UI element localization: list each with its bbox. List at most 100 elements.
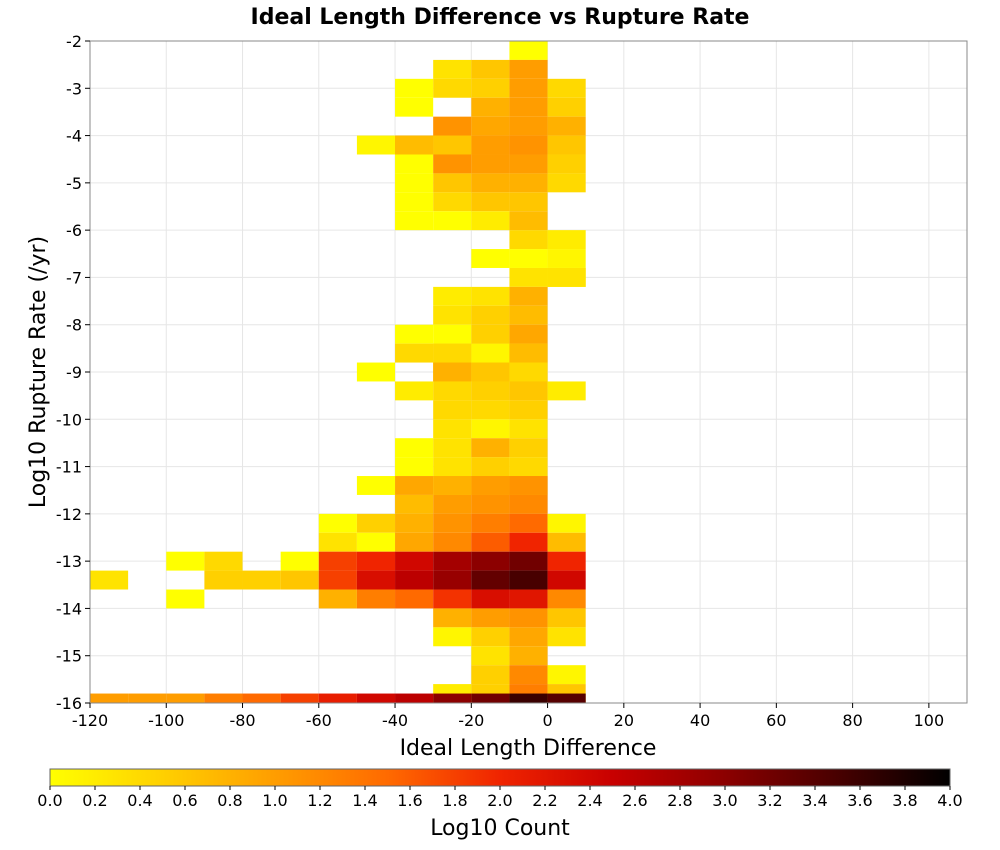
y-tick-label: -11 [56, 458, 82, 477]
y-tick-label: -16 [56, 694, 82, 713]
colorbar-tick-label: 3.0 [712, 791, 737, 810]
colorbar [49, 768, 951, 787]
x-axis-label: Ideal Length Difference [400, 736, 657, 761]
heatmap-cell [509, 693, 548, 703]
heatmap-cell [471, 513, 510, 533]
heatmap-cell [433, 608, 472, 628]
colorbar-tick-label: 3.2 [757, 791, 782, 810]
heatmap-cell [471, 551, 510, 571]
heatmap-cell [509, 457, 548, 477]
y-tick-label: -4 [66, 127, 82, 146]
heatmap-cell [471, 627, 510, 647]
heatmap-cell [356, 513, 396, 533]
heatmap-cell [280, 693, 319, 703]
y-tick-label: -10 [56, 410, 82, 429]
colorbar-tick-label: 0.2 [82, 791, 107, 810]
heatmap-cell [204, 570, 243, 590]
heatmap-cell [356, 476, 396, 495]
heatmap-cell [433, 532, 472, 552]
heatmap-cell [280, 551, 319, 571]
heatmap-cell [433, 400, 472, 420]
heatmap-cell [509, 570, 548, 590]
heatmap-cell [509, 97, 548, 117]
y-tick-label: -15 [56, 647, 82, 666]
heatmap-cell [509, 135, 548, 155]
heatmap-cell [395, 693, 434, 703]
heatmap-cell [509, 267, 548, 287]
y-tick-label: -9 [66, 363, 82, 382]
heatmap-cell [471, 116, 510, 136]
heatmap-cell [547, 116, 586, 136]
heatmap-cell [395, 570, 434, 590]
heatmap-cell [547, 551, 586, 571]
y-axis-label: Log10 Rupture Rate (/yr) [26, 236, 51, 508]
heatmap-cell [395, 494, 434, 514]
y-tick-label: -3 [66, 79, 82, 98]
heatmap-cell [395, 135, 434, 155]
heatmap-cell [471, 693, 510, 703]
heatmap-cell [242, 693, 281, 703]
colorbar-tick-label: 2.0 [487, 791, 512, 810]
heatmap-cell [395, 438, 434, 458]
heatmap-cell [509, 343, 548, 363]
heatmap-cell [509, 381, 548, 401]
x-tick-label: 40 [690, 711, 710, 730]
heatmap-cell [547, 249, 586, 268]
heatmap-cell [547, 693, 586, 703]
heatmap-cell [318, 551, 357, 571]
heatmap-cell [433, 494, 472, 514]
heatmap-cell [433, 78, 472, 98]
heatmap-cell [471, 400, 510, 420]
heatmap-cell [509, 627, 548, 647]
colorbar-tick-label: 0.4 [127, 791, 152, 810]
colorbar-tick-label: 0.6 [172, 791, 197, 810]
x-tick-label: 0 [542, 711, 552, 730]
y-tick-label: -13 [56, 552, 82, 571]
heatmap-cell [471, 438, 510, 458]
heatmap-cell [509, 211, 548, 231]
x-tick-label: 20 [614, 711, 634, 730]
y-tick-label: -8 [66, 316, 82, 335]
heatmap-cell [433, 457, 472, 477]
colorbar-tick-label: 1.4 [352, 791, 377, 810]
y-tick-label: -12 [56, 505, 82, 524]
heatmap-cell [433, 570, 472, 590]
x-tick-label: -40 [382, 711, 408, 730]
heatmap-cell [509, 400, 548, 420]
heatmap-cell [547, 627, 586, 647]
y-tick-label: -6 [66, 221, 82, 240]
heatmap-cell [395, 343, 434, 363]
heatmap-cell [547, 570, 586, 590]
heatmap-cell [509, 419, 548, 439]
heatmap-cell [471, 532, 510, 552]
x-tick-label: -120 [72, 711, 108, 730]
heatmap-cell [547, 267, 586, 287]
chart-title: Ideal Length Difference vs Rupture Rate [251, 5, 750, 30]
y-tick-label: -7 [66, 268, 82, 287]
heatmap-cell [509, 589, 548, 609]
heatmap-cell [318, 532, 357, 552]
heatmap-cell [433, 192, 472, 212]
heatmap-cell [547, 135, 586, 155]
heatmap-cell [509, 305, 548, 325]
heatmap-cell [471, 381, 510, 401]
heatmap-cell [509, 59, 548, 79]
heatmap-cell [356, 135, 396, 155]
heatmap-cell [433, 693, 472, 703]
heatmap-cell [471, 59, 510, 79]
heatmap-cell [547, 154, 586, 174]
colorbar-label: Log10 Count [430, 816, 570, 841]
heatmap-cell [395, 532, 434, 552]
heatmap-cell [166, 589, 205, 609]
x-tick-label: -60 [306, 711, 332, 730]
heatmap-cell [547, 78, 586, 98]
heatmap-cell [509, 286, 548, 306]
heatmap-cell [90, 693, 129, 703]
heatmap-cell [395, 457, 434, 477]
heatmap-cell [318, 570, 357, 590]
colorbar-tick-label: 2.4 [577, 791, 602, 810]
x-tick-label: -80 [229, 711, 255, 730]
heatmap-cell [433, 286, 472, 306]
x-tick-label: 60 [766, 711, 786, 730]
colorbar-tick-label: 2.8 [667, 791, 692, 810]
